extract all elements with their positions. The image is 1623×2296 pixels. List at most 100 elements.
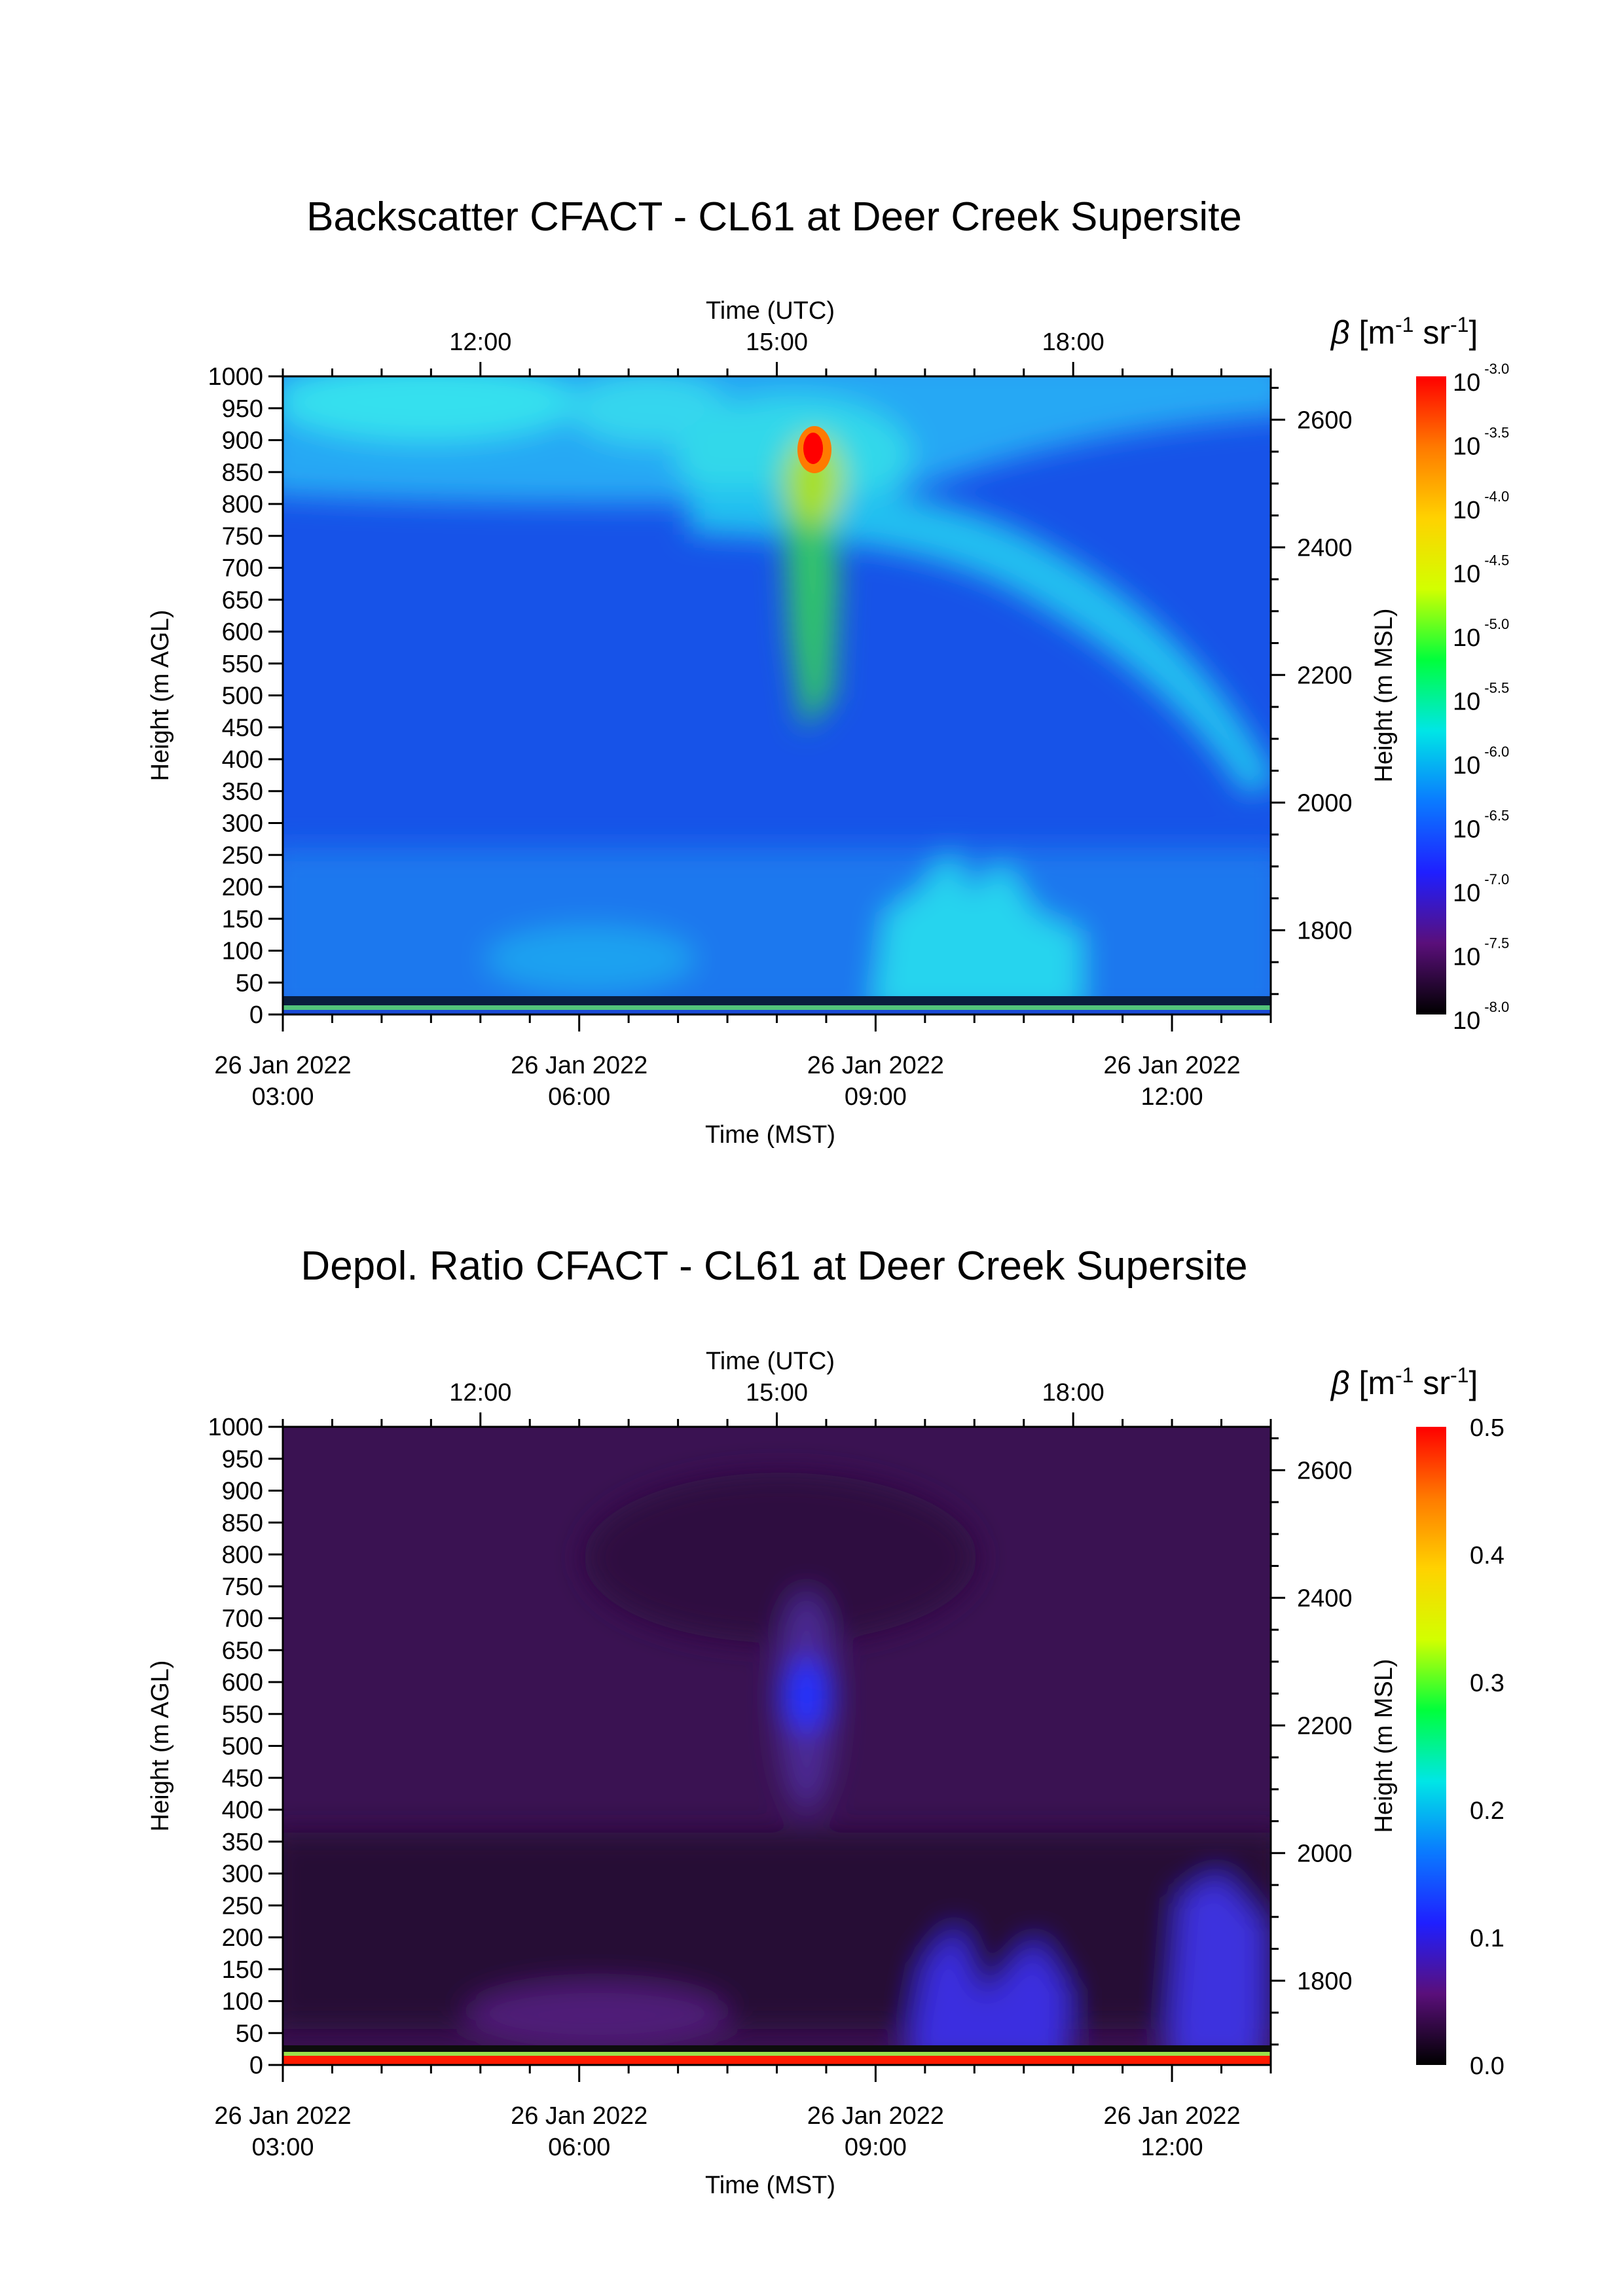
y-tick-label-right: 2200 bbox=[1297, 1712, 1353, 1740]
y-tick-label: 600 bbox=[222, 1669, 263, 1696]
x-tick-label-date: 26 Jan 2022 bbox=[214, 1052, 351, 1079]
chart-panel-1: Backscatter CFACT - CL61 at Deer Creek S… bbox=[147, 194, 1509, 1149]
colorbar-tick-label: 10-6.5 bbox=[1453, 808, 1509, 844]
colorbar-tick-label: 10-7.0 bbox=[1453, 871, 1509, 907]
x-tick-label-top: 12:00 bbox=[449, 329, 511, 356]
colorbar-gradient bbox=[1416, 1427, 1446, 2065]
y-tick-label: 450 bbox=[222, 1765, 263, 1792]
y-tick-label: 950 bbox=[222, 395, 263, 423]
x-axis-label-bottom: Time (MST) bbox=[705, 1121, 835, 1149]
y-tick-label: 550 bbox=[222, 651, 263, 678]
colorbar-tick-label: 10-3.0 bbox=[1453, 361, 1509, 397]
y-tick-label: 0 bbox=[249, 2052, 263, 2079]
y-tick-label: 1000 bbox=[208, 363, 263, 391]
colorbar-tick-label: 10-6.0 bbox=[1453, 744, 1509, 780]
y-tick-label: 1000 bbox=[208, 1414, 263, 1441]
heatmap-area bbox=[283, 376, 1271, 1014]
y-axis-label-left: Height (m AGL) bbox=[147, 610, 174, 781]
x-tick-label-time: 09:00 bbox=[845, 2134, 907, 2161]
surface-layer bbox=[283, 2056, 1271, 2065]
y-tick-label: 500 bbox=[222, 683, 263, 710]
x-tick-label-date: 26 Jan 2022 bbox=[214, 2102, 351, 2130]
x-axis-label-top: Time (UTC) bbox=[706, 1348, 835, 1375]
y-tick-label: 100 bbox=[222, 1988, 263, 2016]
y-tick-label-right: 2400 bbox=[1297, 1585, 1353, 1612]
y-tick-label: 800 bbox=[222, 491, 263, 518]
y-tick-label: 500 bbox=[222, 1733, 263, 1761]
y-axis-right: 1800 2000 2200 2400 2600 Height (m MSL) bbox=[1271, 387, 1398, 996]
y-tick-label: 50 bbox=[236, 2020, 263, 2047]
colorbar-tick-label: 10-4.0 bbox=[1453, 488, 1509, 524]
y-tick-label: 800 bbox=[222, 1541, 263, 1569]
x-tick-label-time: 09:00 bbox=[845, 1083, 907, 1111]
colorbar-tick-label: 0.3 bbox=[1470, 1670, 1504, 1697]
y-tick-label: 250 bbox=[222, 1892, 263, 1920]
y-tick-label-right: 2000 bbox=[1297, 1840, 1353, 1867]
depol-plume bbox=[905, 1924, 1068, 2065]
y-axis-left: 0 50 100 150 200 250 300 350 400 450 500 550 600 650 7… bbox=[147, 363, 283, 1029]
y-tick-label: 450 bbox=[222, 714, 263, 742]
y-tick-label: 850 bbox=[222, 1509, 263, 1537]
y-tick-label-right: 1800 bbox=[1297, 1967, 1353, 1995]
y-tick-label: 100 bbox=[222, 938, 263, 965]
x-tick-label-top: 15:00 bbox=[746, 329, 808, 356]
y-tick-label-right: 2400 bbox=[1297, 534, 1353, 562]
x-tick-label-date: 26 Jan 2022 bbox=[807, 2102, 944, 2130]
y-tick-label: 300 bbox=[222, 1861, 263, 1888]
x-axis-label-top: Time (UTC) bbox=[706, 297, 835, 325]
x-tick-label-date: 26 Jan 2022 bbox=[1104, 2102, 1241, 2130]
colorbar-label: β [m-1 sr-1] bbox=[1330, 313, 1478, 351]
depol-column bbox=[782, 1659, 831, 1731]
colorbar-tick-label: 0.2 bbox=[1470, 1797, 1504, 1825]
y-tick-label: 350 bbox=[222, 1829, 263, 1856]
x-tick-label-date: 26 Jan 2022 bbox=[511, 1052, 647, 1079]
y-tick-label: 850 bbox=[222, 459, 263, 486]
x-tick-label-time: 12:00 bbox=[1141, 1083, 1203, 1111]
chart-title: Backscatter CFACT - CL61 at Deer Creek S… bbox=[306, 194, 1242, 240]
y-tick-label: 400 bbox=[222, 1797, 263, 1824]
x-tick-label-top: 18:00 bbox=[1042, 1379, 1104, 1407]
y-tick-label: 700 bbox=[222, 555, 263, 583]
colorbar-tick-label: 10-3.5 bbox=[1453, 425, 1509, 461]
y-tick-label: 400 bbox=[222, 746, 263, 774]
y-axis-left: 0 50 100 150 200 250 300 350 400 450 500 550 600 650 7… bbox=[147, 1414, 283, 2079]
x-tick-label-time: 12:00 bbox=[1141, 2134, 1203, 2161]
colorbar-tick-label: 10-7.5 bbox=[1453, 935, 1509, 971]
x-tick-label-date: 26 Jan 2022 bbox=[1104, 1052, 1241, 1079]
y-tick-label: 700 bbox=[222, 1605, 263, 1633]
y-tick-label: 900 bbox=[222, 1478, 263, 1505]
x-tick-label-time: 03:00 bbox=[251, 1083, 314, 1111]
heatmap-area bbox=[283, 1427, 1271, 2065]
x-tick-label-date: 26 Jan 2022 bbox=[511, 2102, 647, 2130]
y-tick-label: 200 bbox=[222, 1924, 263, 1952]
x-axis-bottom: 26 Jan 2022 03:00 26 Jan 2022 06:00 26 Jan 2… bbox=[214, 1014, 1272, 1149]
y-tick-label: 250 bbox=[222, 842, 263, 869]
y-tick-label: 600 bbox=[222, 619, 263, 646]
x-tick-label-date: 26 Jan 2022 bbox=[807, 1052, 944, 1079]
x-tick-label-time: 06:00 bbox=[548, 1083, 610, 1111]
x-tick-label-top: 18:00 bbox=[1042, 329, 1104, 356]
x-tick-label-top: 12:00 bbox=[449, 1379, 511, 1407]
colorbar-tick-label: 0.4 bbox=[1470, 1542, 1504, 1570]
y-axis-label-right: Height (m MSL) bbox=[1370, 1659, 1398, 1833]
chart-title: Depol. Ratio CFACT - CL61 at Deer Creek … bbox=[301, 1244, 1247, 1289]
colorbar-tick-label: 10-8.0 bbox=[1453, 999, 1509, 1035]
x-tick-label-time: 06:00 bbox=[548, 2134, 610, 2161]
y-tick-label: 650 bbox=[222, 586, 263, 614]
colorbar: β [m-1 sr-1] 10-8.0 10-7.5 10-7.0 10-6.5 10-6… bbox=[1330, 313, 1509, 1035]
y-tick-label-right: 2600 bbox=[1297, 1457, 1353, 1484]
colorbar-label: β [m-1 sr-1] bbox=[1330, 1363, 1478, 1401]
y-tick-label: 550 bbox=[222, 1701, 263, 1729]
x-axis-bottom: 26 Jan 2022 03:00 26 Jan 2022 06:00 26 Jan 2… bbox=[214, 2065, 1272, 2199]
y-tick-label: 200 bbox=[222, 874, 263, 901]
y-tick-label: 750 bbox=[222, 523, 263, 550]
y-axis-right: 1800 2000 2200 2400 2600 Height (m MSL) bbox=[1271, 1437, 1398, 2046]
x-axis-label-bottom: Time (MST) bbox=[705, 2172, 835, 2199]
y-tick-label: 300 bbox=[222, 810, 263, 838]
colorbar-tick-label: 0.5 bbox=[1470, 1414, 1504, 1442]
x-tick-label-top: 15:00 bbox=[746, 1379, 808, 1407]
y-tick-label: 50 bbox=[236, 969, 263, 997]
y-axis-label-right: Height (m MSL) bbox=[1370, 608, 1398, 782]
y-tick-label-right: 2000 bbox=[1297, 789, 1353, 817]
